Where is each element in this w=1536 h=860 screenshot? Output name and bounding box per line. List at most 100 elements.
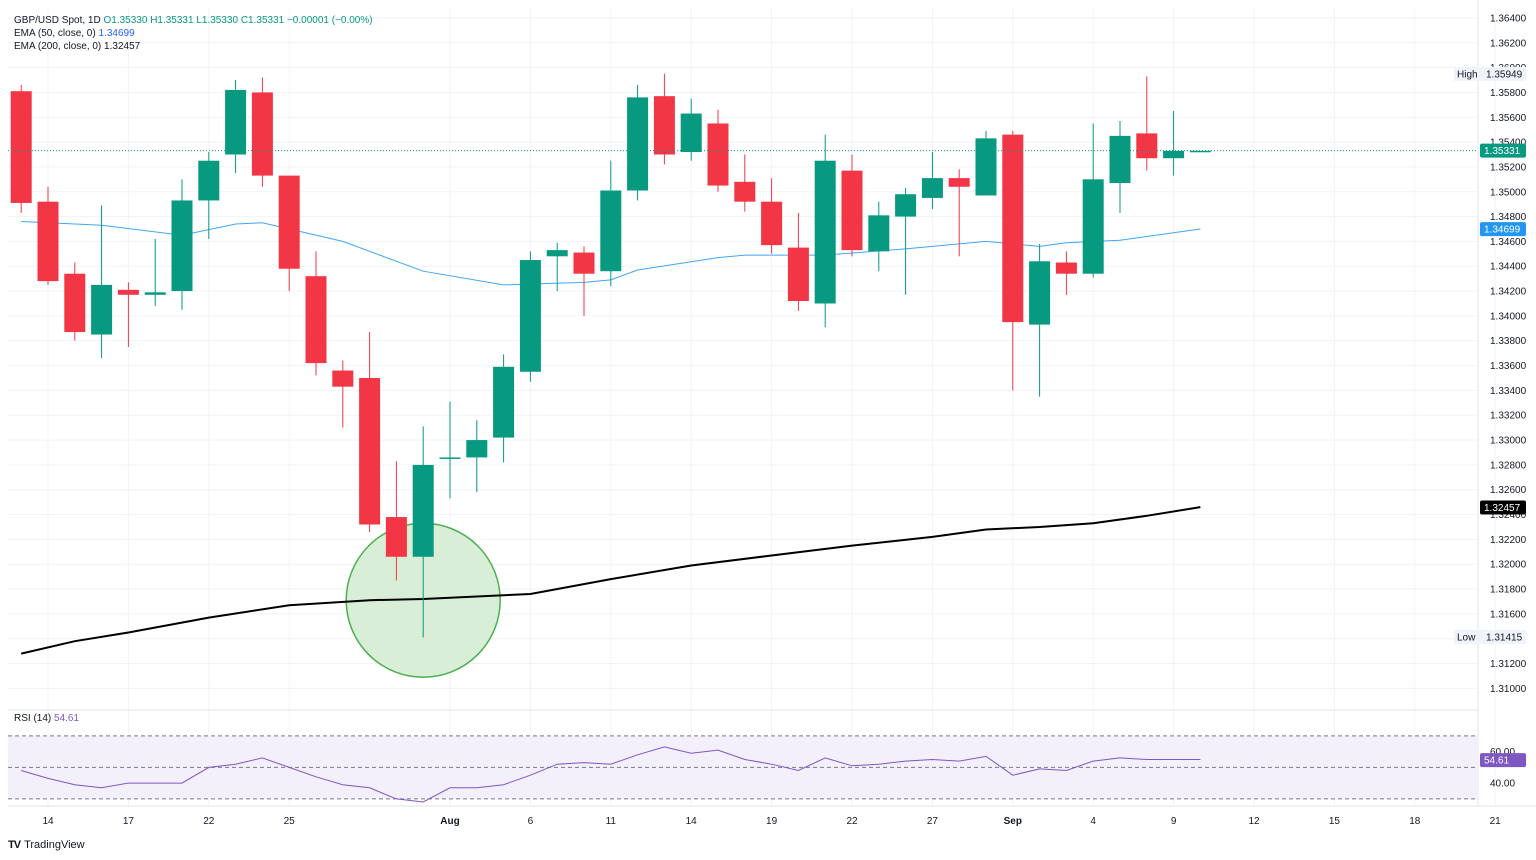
price-tick-label: 1.34200 xyxy=(1490,287,1527,298)
candle-body xyxy=(439,457,461,459)
price-tick-label: 1.33800 xyxy=(1490,336,1527,347)
price-tick-label: 1.34400 xyxy=(1490,262,1527,273)
symbol-label: GBP/USD Spot, 1D xyxy=(14,15,101,26)
high-marker: High 1.35949 xyxy=(1454,66,1526,81)
candle-body xyxy=(305,276,327,364)
high-marker-label: High xyxy=(1457,69,1478,80)
candle-body xyxy=(1189,150,1211,153)
time-tick-label: 17 xyxy=(123,816,135,827)
candle-body xyxy=(278,175,300,269)
candle-up xyxy=(493,354,515,463)
symbol-ohlc-row: GBP/USD Spot, 1D O1.35330 H1.35331 L1.35… xyxy=(14,14,373,27)
time-tick-label: 22 xyxy=(203,816,215,827)
ema200-legend-row: EMA (200, close, 0) 1.32457 xyxy=(14,40,373,53)
time-tick-label: 9 xyxy=(1171,816,1177,827)
candle-down xyxy=(305,251,327,376)
candle-up xyxy=(1189,150,1211,153)
price-tick-label: 1.31800 xyxy=(1490,585,1527,596)
candles xyxy=(10,73,1211,638)
time-tick-label: 18 xyxy=(1409,816,1421,827)
candle-body xyxy=(359,377,381,525)
ema200-line xyxy=(20,506,1201,655)
candle-up xyxy=(412,426,434,638)
candle-body xyxy=(707,123,729,186)
candle-down xyxy=(359,332,381,532)
price-tick-label: 1.32800 xyxy=(1490,460,1527,471)
low-marker-value: 1.31415 xyxy=(1486,632,1523,643)
candle-body xyxy=(1055,262,1077,274)
candle-up xyxy=(1029,243,1051,397)
ema200-price-tag-bg xyxy=(1480,500,1526,515)
time-tick-label: 19 xyxy=(766,816,778,827)
ema50-price-tag-bg xyxy=(1480,222,1526,237)
candle-up xyxy=(600,160,622,287)
candle-up xyxy=(814,134,836,328)
candle-body xyxy=(600,190,622,272)
rsi-tick-label: 40.00 xyxy=(1490,779,1515,790)
time-tick-label: 4 xyxy=(1090,816,1096,827)
low-marker-bg xyxy=(1454,629,1526,644)
candle-up xyxy=(91,205,113,359)
current-price-tag-bg xyxy=(1480,143,1526,158)
low-marker-label: Low xyxy=(1457,632,1476,643)
time-tick-label: 27 xyxy=(927,816,939,827)
price-tick-label: 1.32200 xyxy=(1490,535,1527,546)
ema200-label: EMA (200, close, 0) xyxy=(14,41,102,52)
ema200-value: 1.32457 xyxy=(104,41,141,52)
candle-body xyxy=(1163,150,1185,159)
candle-body xyxy=(787,247,809,302)
price-tick-label: 1.34000 xyxy=(1490,311,1527,322)
ema50-label: EMA (50, close, 0) xyxy=(14,28,96,39)
candle-up xyxy=(921,152,943,210)
candle-body xyxy=(948,178,970,187)
candle-body xyxy=(225,89,247,155)
candle-up xyxy=(627,84,649,201)
candle-down xyxy=(1055,251,1077,295)
chart-legend: GBP/USD Spot, 1D O1.35330 H1.35331 L1.35… xyxy=(14,14,373,53)
candle-body xyxy=(814,160,836,304)
ema50-value: 1.34699 xyxy=(98,28,135,39)
tradingview-brand[interactable]: TV TradingView xyxy=(8,839,85,851)
price-tick-label: 1.31600 xyxy=(1490,609,1527,620)
time-tick-label: 25 xyxy=(284,816,296,827)
candle-down xyxy=(707,109,729,192)
candle-body xyxy=(573,252,595,274)
candle-up xyxy=(546,242,568,292)
candle-up xyxy=(439,401,461,499)
candle-body xyxy=(761,201,783,246)
time-tick-label: 12 xyxy=(1248,816,1260,827)
price-tick-label: 1.35600 xyxy=(1490,113,1527,124)
candle-down xyxy=(278,175,300,292)
candle-down xyxy=(251,77,273,187)
rsi-line xyxy=(21,746,1201,803)
candle-down xyxy=(734,154,756,212)
candle-down xyxy=(385,461,407,581)
price-tick-label: 1.34800 xyxy=(1490,212,1527,223)
candle-down xyxy=(1002,130,1024,391)
candle-body xyxy=(37,201,59,282)
candle-up xyxy=(466,420,488,493)
price-tick-label: 1.35400 xyxy=(1490,138,1527,149)
candle-body xyxy=(1109,135,1131,184)
candle-body xyxy=(895,194,917,217)
time-tick-label: Aug xyxy=(440,816,459,827)
candle-body xyxy=(332,370,354,387)
time-tick-label: Sep xyxy=(1004,816,1022,827)
tradingview-logo-icon: TV xyxy=(8,839,21,851)
candle-body xyxy=(1136,133,1158,159)
price-tick-label: 1.36400 xyxy=(1490,13,1527,24)
candle-down xyxy=(10,84,32,213)
price-tick-label: 1.32600 xyxy=(1490,485,1527,496)
candle-body xyxy=(519,260,541,372)
rsi-value-tag: 54.61 xyxy=(1480,753,1526,768)
candle-down xyxy=(64,262,86,341)
ohlc-values: O1.35330 H1.35331 L1.35330 C1.35331 −0.0… xyxy=(103,15,373,26)
time-tick-label: 14 xyxy=(686,816,698,827)
candle-body xyxy=(680,113,702,153)
price-tick-label: 1.35800 xyxy=(1490,88,1527,99)
candle-body xyxy=(975,138,997,196)
current-price-tag-text: 1.35331 xyxy=(1484,146,1521,157)
candle-up xyxy=(144,238,166,306)
candle-body xyxy=(251,92,273,176)
